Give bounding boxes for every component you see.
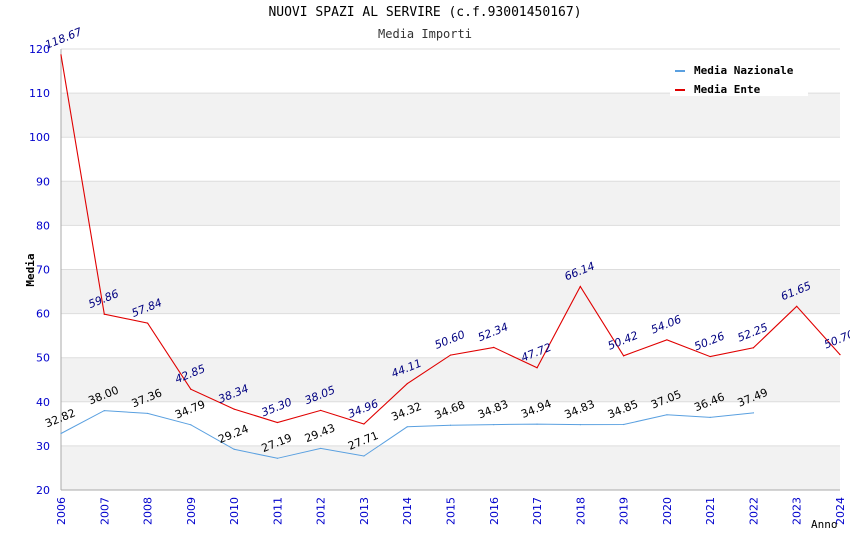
grid-band xyxy=(61,93,840,138)
data-label: 29.24 xyxy=(216,422,250,446)
data-point xyxy=(276,421,278,424)
data-point xyxy=(752,347,755,349)
y-tick-label: 100 xyxy=(29,131,50,144)
y-tick-label: 30 xyxy=(36,440,50,453)
data-label: 52.34 xyxy=(476,320,510,344)
data-point xyxy=(320,447,322,450)
data-point xyxy=(233,408,235,410)
data-point xyxy=(233,448,235,450)
x-tick-label: 2021 xyxy=(704,497,717,525)
y-tick-label: 50 xyxy=(36,352,50,365)
x-tick-label: 2008 xyxy=(142,497,155,525)
x-tick-label: 2012 xyxy=(315,497,328,525)
legend-swatch-ente xyxy=(675,89,685,91)
data-label: 118.67 xyxy=(43,25,84,51)
data-point xyxy=(60,54,62,56)
x-tick-label: 2010 xyxy=(228,497,241,525)
x-tick-label: 2023 xyxy=(791,497,804,525)
x-tick-label: 2018 xyxy=(574,497,587,525)
chart-legend: Media Nazionale Media Ente xyxy=(670,60,808,96)
y-tick-label: 110 xyxy=(29,87,50,100)
data-point xyxy=(839,354,841,356)
legend-label-nazionale: Media Nazionale xyxy=(694,64,794,77)
y-axis-label: Media xyxy=(24,253,37,286)
x-tick-label: 2013 xyxy=(358,497,371,525)
legend-item-nazionale: Media Nazionale xyxy=(670,63,808,79)
data-point xyxy=(406,426,408,428)
data-label: 29.43 xyxy=(303,421,337,445)
data-point xyxy=(623,355,625,357)
y-tick-label: 60 xyxy=(36,308,50,321)
x-tick-label: 2007 xyxy=(98,497,111,525)
grid-band xyxy=(61,357,840,402)
data-point xyxy=(493,346,495,348)
x-tick-label: 2019 xyxy=(618,497,631,525)
x-tick-label: 2016 xyxy=(488,497,501,525)
data-label: 32.82 xyxy=(43,406,77,430)
data-point xyxy=(536,367,538,369)
data-label: 52.25 xyxy=(736,321,770,345)
legend-item-ente: Media Ente xyxy=(670,82,808,98)
data-point xyxy=(406,383,408,385)
data-point xyxy=(579,423,581,426)
chart-title: NUOVI SPAZI AL SERVIRE (c.f.93001450167) xyxy=(268,5,582,20)
data-point xyxy=(146,412,149,415)
data-point xyxy=(709,355,711,358)
x-tick-label: 2015 xyxy=(445,497,458,525)
x-tick-label: 2024 xyxy=(834,497,847,525)
y-tick-label: 90 xyxy=(36,175,50,188)
data-point xyxy=(579,285,581,288)
data-point xyxy=(103,410,105,412)
grid-band xyxy=(61,181,840,226)
chart-subtitle: Media Importi xyxy=(378,27,472,41)
data-label: 50.70 xyxy=(822,328,850,352)
x-tick-label: 2014 xyxy=(401,497,414,525)
data-point xyxy=(190,424,192,426)
x-tick-label: 2011 xyxy=(271,497,284,525)
data-point xyxy=(666,414,668,416)
data-point xyxy=(449,354,452,356)
data-point xyxy=(449,424,452,426)
y-tick-label: 40 xyxy=(36,396,50,409)
data-point xyxy=(796,305,798,307)
legend-swatch-nazionale xyxy=(675,70,685,72)
data-point xyxy=(623,423,625,426)
data-label: 54.06 xyxy=(649,313,683,337)
x-tick-label: 2022 xyxy=(747,497,760,525)
x-tick-label: 2006 xyxy=(55,497,68,525)
data-point xyxy=(146,322,149,324)
y-tick-label: 70 xyxy=(36,264,50,277)
data-point xyxy=(276,457,278,459)
data-point xyxy=(752,412,755,414)
grid-band xyxy=(61,269,840,314)
data-point xyxy=(60,432,62,435)
data-label: 50.42 xyxy=(606,329,640,353)
data-label: 50.26 xyxy=(692,329,726,353)
y-tick-label: 20 xyxy=(36,484,50,497)
data-point xyxy=(363,455,365,457)
y-tick-label: 120 xyxy=(29,43,50,56)
data-point xyxy=(190,388,192,390)
data-point xyxy=(666,339,668,341)
grid-band xyxy=(61,445,840,490)
data-point xyxy=(103,313,105,315)
x-tick-label: 2017 xyxy=(531,497,544,525)
y-tick-label: 80 xyxy=(36,219,50,232)
data-point xyxy=(709,416,711,419)
data-point xyxy=(320,409,322,411)
legend-label-ente: Media Ente xyxy=(694,83,761,96)
data-point xyxy=(493,423,495,426)
x-tick-label: 2020 xyxy=(661,497,674,525)
x-axis-label: Anno xyxy=(811,518,838,531)
x-tick-label: 2009 xyxy=(185,497,198,525)
data-point xyxy=(536,423,538,425)
data-label: 34.32 xyxy=(389,400,423,424)
data-point xyxy=(363,423,365,425)
data-label: 50.60 xyxy=(433,328,467,352)
